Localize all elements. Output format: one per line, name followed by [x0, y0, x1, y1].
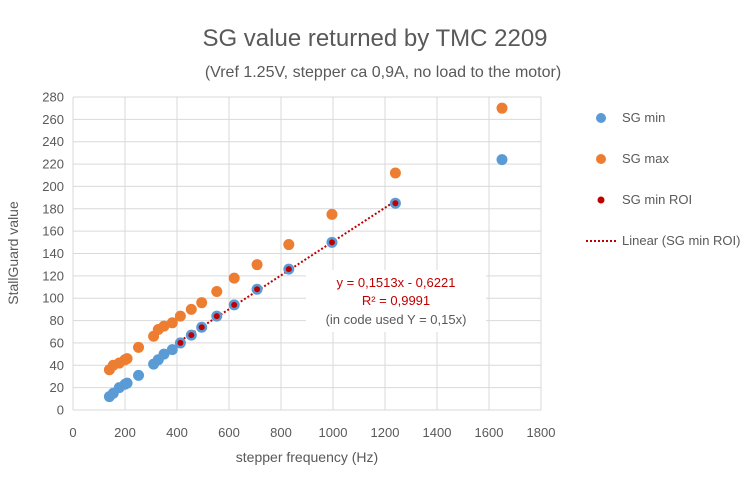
trendline-r2: R² = 0,9991 [362, 293, 430, 308]
x-tick-label: 1200 [371, 425, 400, 440]
point-sg-max [228, 272, 240, 284]
y-tick-label: 60 [50, 335, 64, 350]
point-sg-min-roi [231, 301, 238, 308]
legend-marker-sg-max [596, 154, 606, 164]
point-sg-min-roi [254, 286, 261, 293]
point-sg-min-roi [328, 239, 335, 246]
point-sg-max [283, 239, 295, 251]
point-sg-max [185, 303, 197, 315]
gridlines [72, 96, 542, 411]
x-tick-label: 600 [218, 425, 240, 440]
y-tick-label: 0 [57, 403, 64, 418]
trendline-equation-box: y = 0,1513x - 0,6221 R² = 0,9991 (in cod… [306, 270, 486, 332]
x-axis-ticks: 0 200 400 600 800 1000 1200 1400 1600 1800 [69, 425, 555, 440]
point-sg-max [496, 102, 508, 114]
y-tick-label: 140 [42, 246, 64, 261]
trendline-note: (in code used Y = 0,15x) [326, 312, 467, 327]
point-sg-min [166, 344, 178, 356]
y-tick-label: 260 [42, 112, 64, 127]
legend-label-linear: Linear (SG min ROI) [622, 233, 740, 248]
y-tick-label: 220 [42, 157, 64, 172]
x-tick-label: 200 [114, 425, 136, 440]
y-axis-label: StallGuard value [5, 201, 21, 305]
legend-marker-sg-min-roi [597, 196, 605, 204]
legend-label-sg-min: SG min [622, 110, 665, 125]
point-sg-min-roi [198, 324, 205, 331]
point-sg-max [133, 341, 145, 353]
point-sg-max [158, 320, 170, 332]
x-tick-label: 1600 [475, 425, 504, 440]
point-sg-min-roi [177, 339, 184, 346]
legend-label-sg-min-roi: SG min ROI [622, 192, 692, 207]
point-sg-min [158, 348, 170, 360]
point-sg-max [326, 208, 338, 220]
chart-title: SG value returned by TMC 2209 [202, 25, 547, 52]
x-tick-label: 400 [166, 425, 188, 440]
point-sg-max [166, 317, 178, 329]
y-tick-label: 160 [42, 224, 64, 239]
y-tick-label: 80 [50, 313, 64, 328]
point-sg-max [174, 310, 186, 322]
y-tick-label: 20 [50, 380, 64, 395]
x-tick-label: 0 [69, 425, 76, 440]
legend-marker-sg-min [596, 113, 606, 123]
y-tick-label: 40 [50, 358, 64, 373]
point-sg-min-roi [213, 313, 220, 320]
point-sg-min [121, 377, 133, 389]
y-tick-label: 240 [42, 134, 64, 149]
point-sg-min-roi [392, 200, 399, 207]
point-sg-max [196, 297, 208, 309]
legend: SG min SG max SG min ROI Linear (SG min … [586, 110, 740, 248]
point-sg-max [121, 353, 133, 365]
y-tick-label: 180 [42, 201, 64, 216]
x-tick-label: 1800 [527, 425, 556, 440]
data-points [103, 102, 508, 403]
point-sg-min [496, 154, 508, 166]
x-tick-label: 800 [270, 425, 292, 440]
y-tick-label: 120 [42, 268, 64, 283]
y-tick-label: 200 [42, 179, 64, 194]
x-tick-label: 1400 [423, 425, 452, 440]
y-axis-ticks: 0 20 40 60 80 100 120 140 160 180 200 220 240 260 280 [42, 90, 64, 418]
y-tick-label: 100 [42, 291, 64, 306]
point-sg-min-roi [285, 266, 292, 273]
point-sg-min [133, 369, 145, 381]
legend-label-sg-max: SG max [622, 151, 669, 166]
trendline-equation: y = 0,1513x - 0,6221 [337, 275, 456, 290]
point-sg-min-roi [188, 332, 195, 339]
y-tick-label: 280 [42, 90, 64, 105]
chart-subtitle: (Vref 1.25V, stepper ca 0,9A, no load to… [205, 64, 561, 81]
point-sg-max [251, 259, 263, 271]
point-sg-max [211, 286, 223, 298]
x-tick-label: 1000 [319, 425, 348, 440]
x-axis-label: stepper frequency (Hz) [236, 449, 378, 465]
point-sg-max [389, 167, 401, 179]
